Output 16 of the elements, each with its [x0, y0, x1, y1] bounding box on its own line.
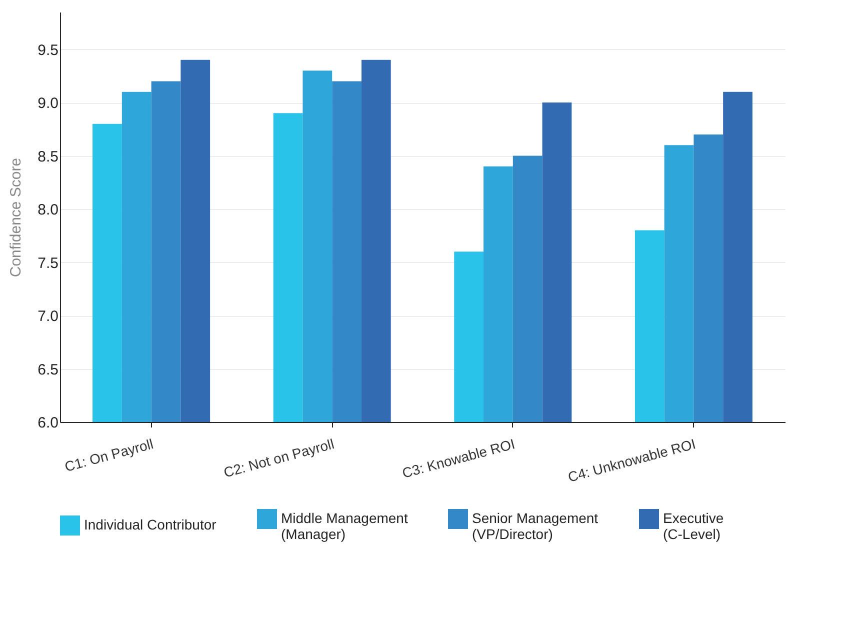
y-tick-label: 7.0 [38, 308, 58, 326]
y-tick-label: 9.0 [38, 95, 58, 112]
x-tick-label: C3: Knowable ROI [400, 436, 517, 482]
legend-label: Middle Management (Manager) [281, 510, 408, 542]
legend-label: Executive (C-Level) [663, 510, 724, 542]
y-tick-label: 7.5 [38, 254, 58, 272]
legend-label: Individual Contributor [84, 516, 217, 532]
y-tick-label: 6.0 [38, 414, 58, 432]
legend-label: Senior Management (VP/Director) [472, 510, 598, 542]
x-tick-label: C2: Not on Payroll [222, 436, 336, 480]
x-tick-label: C1: On Payroll [62, 436, 155, 475]
y-tick-label: 8.5 [38, 148, 58, 166]
y-axis-title: Confidence Score [8, 158, 25, 278]
y-tick-label: 8.0 [38, 202, 58, 219]
y-tick-label: 6.5 [38, 361, 58, 378]
y-tick-label: 9.5 [38, 42, 58, 59]
